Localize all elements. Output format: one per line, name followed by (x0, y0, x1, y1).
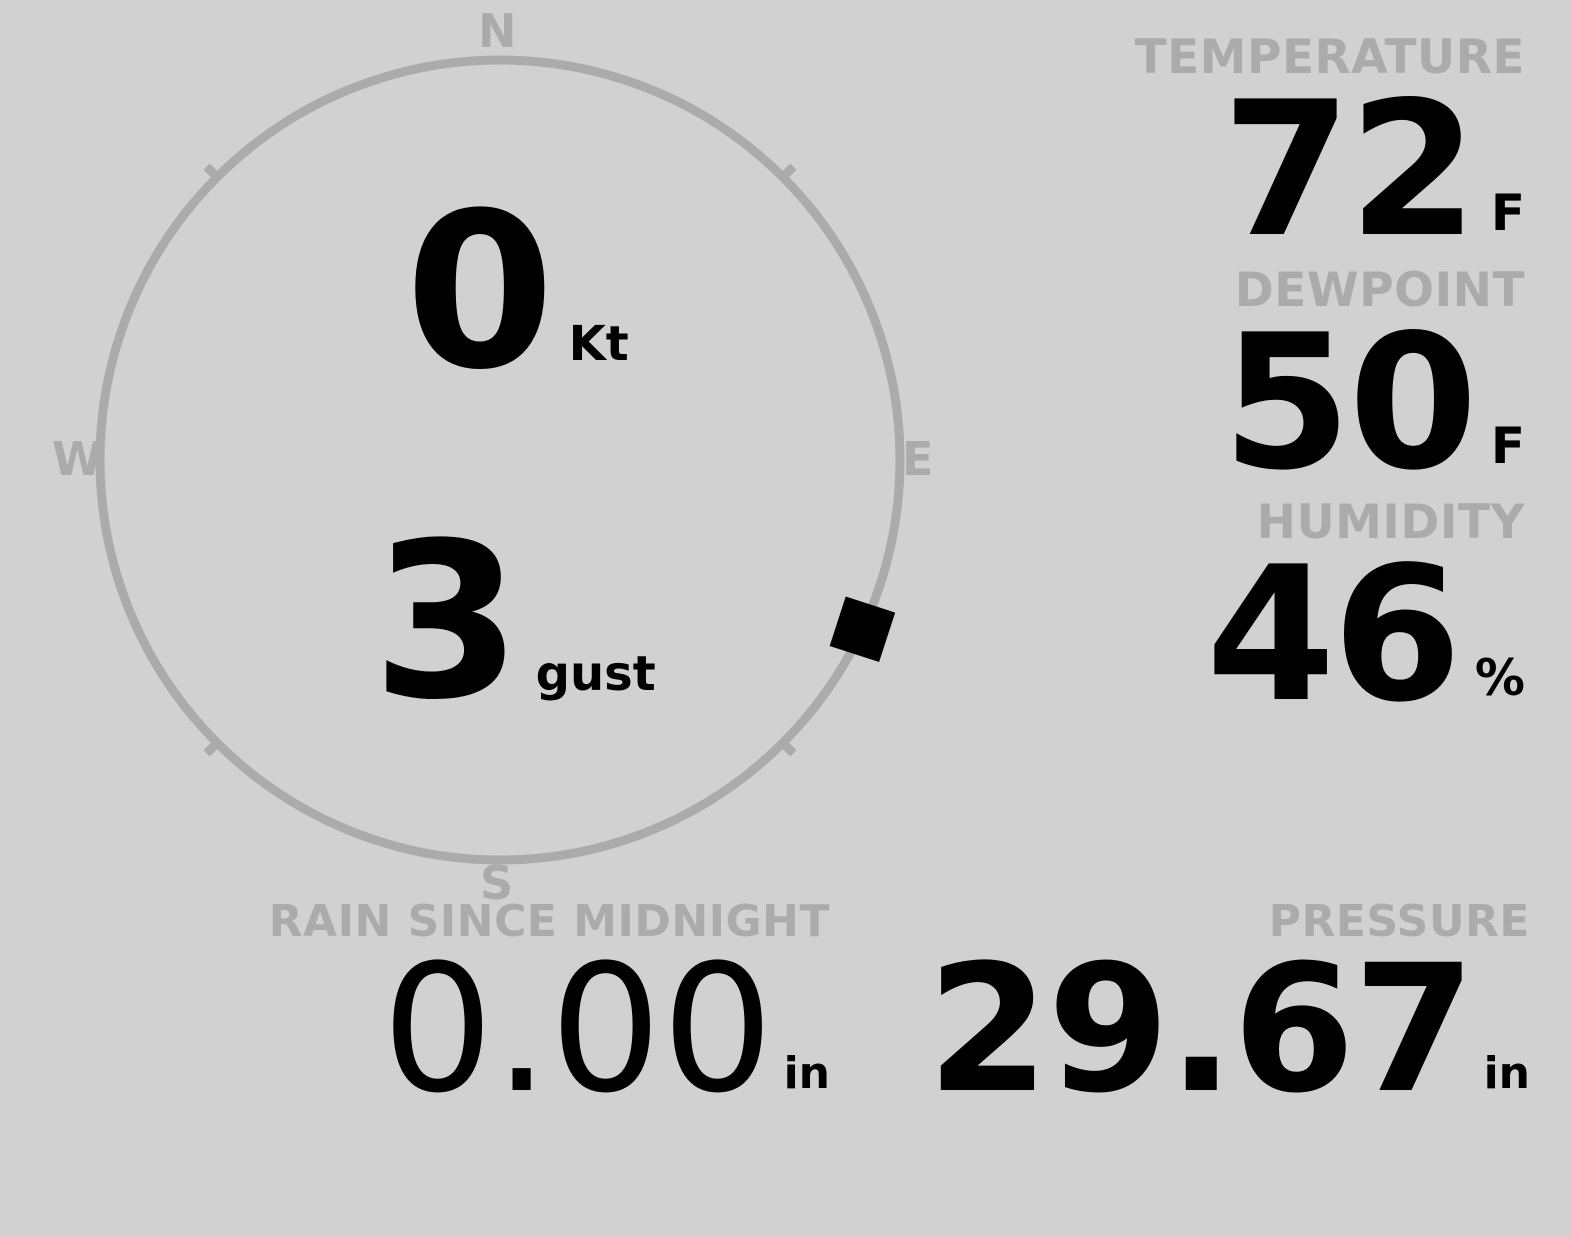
wind-gust-readout: 3 gust (372, 496, 656, 747)
compass-label-south: S (480, 856, 514, 910)
compass-label-west: W (52, 432, 103, 486)
compass-ring (95, 55, 905, 865)
rain-unit: in (783, 1048, 830, 1099)
compass-ticks (203, 163, 797, 757)
metric-temperature: TEMPERATURE 72 F (905, 34, 1525, 265)
compass-label-north: N (478, 4, 517, 58)
rain-value: 0.00 (381, 927, 774, 1132)
compass-label-east: E (902, 432, 934, 486)
wind-compass-dial: N E S W 0 Kt 3 gust (52, 8, 940, 906)
temperature-label: TEMPERATURE (1134, 30, 1525, 85)
wind-speed-readout: 0 Kt (405, 166, 629, 417)
metrics-column: TEMPERATURE 72 F DEWPOINT 50 F HUMIDITY … (905, 34, 1525, 730)
temperature-unit: F (1490, 184, 1525, 242)
humidity-label: HUMIDITY (1256, 495, 1525, 551)
metric-pressure: PRESSURE 29.67 in (830, 900, 1530, 1120)
dewpoint-value-row: 50 F (905, 293, 1525, 511)
temperature-value: 72 (1222, 61, 1478, 278)
wind-direction-marker (829, 596, 896, 663)
rain-value-row: 0.00 in (170, 940, 830, 1120)
pressure-label: PRESSURE (1268, 896, 1530, 947)
dewpoint-value: 50 (1222, 293, 1478, 511)
dewpoint-label: DEWPOINT (1234, 262, 1525, 318)
metric-humidity: HUMIDITY 46 % (905, 499, 1525, 730)
rain-label: RAIN SINCE MIDNIGHT (268, 896, 830, 947)
humidity-value: 46 (1206, 526, 1462, 744)
pressure-unit: in (1483, 1048, 1530, 1099)
wind-speed-unit: Kt (568, 316, 629, 372)
wind-speed-value: 0 (405, 166, 555, 417)
pressure-value-row: 29.67 in (830, 940, 1530, 1120)
metric-rain-since-midnight: RAIN SINCE MIDNIGHT 0.00 in (170, 900, 830, 1120)
pressure-value: 29.67 (926, 927, 1476, 1132)
humidity-value-row: 46 % (905, 540, 1525, 730)
humidity-unit: % (1474, 649, 1525, 708)
compass-dial-graphic (95, 55, 905, 865)
wind-gust-value: 3 (372, 496, 522, 747)
metric-dewpoint: DEWPOINT 50 F (905, 267, 1525, 498)
temperature-value-row: 72 F (905, 75, 1525, 265)
dewpoint-unit: F (1490, 416, 1525, 475)
wind-gust-unit: gust (535, 646, 656, 702)
